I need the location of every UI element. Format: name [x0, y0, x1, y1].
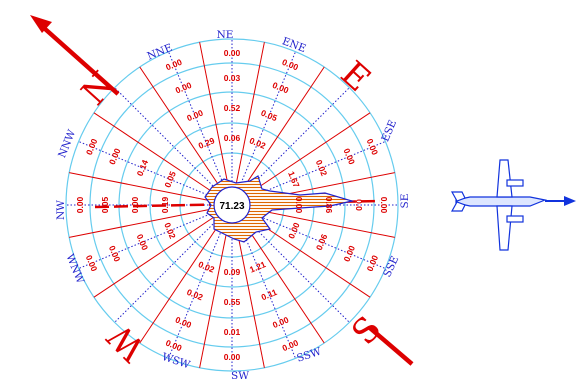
direction-label-sse: SSE	[381, 254, 401, 279]
direction-label-nnw: NNW	[56, 128, 78, 160]
east-letter: E	[333, 54, 378, 100]
value-nne-2: 0.00	[185, 108, 204, 124]
value-sse-2: 0.06	[314, 232, 330, 251]
dotted-line-10	[115, 219, 218, 322]
south-letter: S	[344, 309, 389, 353]
direction-label-nw: NW	[55, 200, 67, 220]
value-se-1: 0.0	[354, 199, 364, 211]
north-arrow-icon: N	[30, 15, 124, 113]
value-wsw-3: 0.02	[197, 259, 216, 275]
value-ne-0: 0.00	[224, 48, 241, 58]
direction-label-nne: NNE	[146, 42, 175, 63]
value-ene-3: 0.02	[248, 135, 267, 151]
west-letter: W	[100, 316, 153, 369]
north-letter: N	[74, 64, 124, 113]
value-wsw-2: 0.02	[185, 287, 204, 303]
value-wsw-1: 0.00	[174, 315, 193, 331]
value-ne-3: 0.06	[224, 133, 241, 143]
value-ssw-3: 1.21	[248, 259, 267, 275]
value-wnw-0: 0.00	[84, 254, 100, 273]
value-ne-2: 0.52	[224, 103, 241, 113]
direction-label-ssw: SSW	[295, 346, 323, 365]
calm-value: 71.23	[219, 201, 244, 212]
value-nne-1: 0.00	[174, 80, 193, 96]
value-nnw-0: 0.00	[84, 137, 100, 156]
value-ese-0: 0.00	[365, 137, 381, 156]
direction-label-ne: NE	[217, 29, 234, 41]
value-wnw-3: 0.02	[162, 221, 178, 240]
value-ssw-0: 0.00	[281, 338, 300, 354]
value-nnw-3: 0.05	[162, 170, 178, 189]
value-nnw-2: 0.14	[135, 158, 151, 177]
value-ene-2: 0.05	[260, 108, 279, 124]
value-wnw-2: 0.00	[135, 233, 151, 252]
dotted-line-6	[246, 219, 349, 322]
value-nw-1: 0.05	[100, 196, 110, 213]
direction-label-ene: ENE	[280, 35, 307, 55]
value-nnw-1: 0.00	[107, 147, 123, 166]
value-sse-0: 0.00	[365, 253, 381, 272]
direction-label-ese: ESE	[379, 118, 399, 143]
value-ese-1: 0.00	[342, 147, 358, 166]
value-nw-3: 0.19	[160, 196, 170, 213]
value-se-2: 0.86	[324, 197, 334, 214]
value-sw-0: 0.00	[224, 352, 241, 362]
value-nw-0: 0.00	[75, 196, 85, 213]
value-nne-3: 0.29	[197, 135, 216, 151]
south-arrow-icon: S	[344, 309, 412, 364]
aircraft-icon	[452, 160, 576, 250]
value-se-0: 0.00	[379, 197, 389, 214]
value-ne-1: 0.03	[224, 73, 241, 83]
value-sse-3: 0.00	[286, 221, 302, 240]
value-sse-1: 0.00	[342, 244, 358, 263]
value-ese-3: 1.67	[286, 170, 302, 189]
value-sw-2: 0.55	[224, 297, 241, 307]
value-nne-0: 0.00	[164, 57, 183, 73]
direction-label-sw: SW	[231, 370, 249, 382]
value-wnw-1: 0.00	[107, 244, 123, 263]
value-wsw-0: 0.00	[164, 338, 183, 354]
direction-label-wsw: WSW	[160, 351, 191, 371]
value-ssw-2: 0.11	[260, 287, 279, 302]
direction-label-wnw: WNW	[63, 252, 86, 285]
value-sw-1: 0.01	[224, 327, 241, 337]
value-sw-3: 0.09	[224, 267, 241, 277]
direction-label-se: SE	[399, 194, 411, 209]
value-se-3: 0.00	[294, 197, 304, 214]
value-nw-2: 0.00	[130, 196, 140, 213]
value-ese-2: 0.02	[314, 158, 330, 177]
value-ene-0: 0.00	[281, 57, 300, 73]
value-ssw-1: 0.00	[271, 314, 290, 330]
value-ene-1: 0.00	[271, 80, 290, 96]
